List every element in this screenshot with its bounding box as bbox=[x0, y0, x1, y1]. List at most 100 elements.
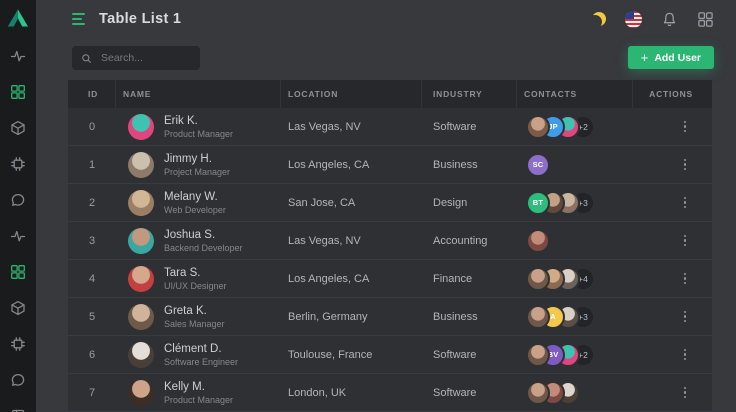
table-row[interactable]: 2 Melany W. Web Developer San Jose, CA D… bbox=[68, 184, 712, 222]
sidebar-item-cube-icon[interactable] bbox=[10, 300, 26, 316]
contacts-cluster: SC bbox=[517, 152, 633, 177]
row-id: 3 bbox=[89, 234, 96, 247]
search-input[interactable] bbox=[99, 51, 191, 65]
add-user-button[interactable]: + Add User bbox=[627, 46, 714, 69]
user-name: Greta K. bbox=[164, 304, 207, 317]
user-name: Joshua S. bbox=[164, 228, 216, 241]
dark-mode-moon-icon[interactable] bbox=[592, 12, 606, 26]
add-user-label: Add User bbox=[654, 51, 701, 64]
contacts-cluster: +4 bbox=[517, 266, 633, 291]
row-actions-menu-icon[interactable] bbox=[681, 346, 690, 364]
row-actions-menu-icon[interactable] bbox=[681, 118, 690, 136]
menu-toggle-icon[interactable] bbox=[72, 13, 85, 25]
row-industry: Accounting bbox=[433, 234, 488, 247]
table-row[interactable]: 5 Greta K. Sales Manager Berlin, Germany… bbox=[68, 298, 712, 336]
row-actions-cell bbox=[633, 232, 712, 250]
table-row[interactable]: 7 Kelly M. Product Manager London, UK So… bbox=[68, 374, 712, 412]
row-name-cell: Greta K. Sales Manager bbox=[116, 303, 281, 330]
row-id: 6 bbox=[89, 348, 96, 361]
row-actions-cell bbox=[633, 346, 712, 364]
user-avatar bbox=[128, 189, 154, 216]
sidebar-item-layout-icon[interactable] bbox=[10, 408, 26, 412]
row-actions-cell bbox=[633, 308, 712, 326]
row-name-cell: Melany W. Web Developer bbox=[116, 189, 281, 216]
language-us-flag-icon[interactable] bbox=[625, 10, 642, 28]
table-row[interactable]: 1 Jimmy H. Project Manager Los Angeles, … bbox=[68, 146, 712, 184]
sidebar-item-chat-icon[interactable] bbox=[10, 372, 26, 388]
row-location: Las Vegas, NV bbox=[288, 120, 361, 133]
sidebar-item-grid-icon[interactable] bbox=[10, 84, 26, 100]
users-table: ID NAME LOCATION INDUSTRY CONTACTS ACTIO… bbox=[68, 80, 712, 412]
header-actions bbox=[592, 10, 714, 28]
row-actions-menu-icon[interactable] bbox=[681, 308, 690, 326]
row-name-cell: Kelly M. Product Manager bbox=[116, 379, 281, 406]
notifications-bell-icon[interactable] bbox=[661, 11, 678, 28]
user-name: Erik K. bbox=[164, 114, 198, 127]
user-avatar bbox=[128, 379, 154, 406]
row-actions-menu-icon[interactable] bbox=[681, 384, 690, 402]
user-role: Project Manager bbox=[164, 166, 231, 177]
row-actions-menu-icon[interactable] bbox=[681, 270, 690, 288]
user-name: Tara S. bbox=[164, 266, 201, 279]
contacts-cluster: BV +2 bbox=[517, 342, 633, 367]
contact-avatar bbox=[526, 342, 550, 367]
sidebar-item-activity-icon[interactable] bbox=[10, 228, 26, 244]
row-actions-menu-icon[interactable] bbox=[681, 194, 690, 212]
user-avatar bbox=[128, 265, 154, 292]
user-avatar bbox=[128, 151, 154, 178]
row-location: Berlin, Germany bbox=[288, 310, 368, 323]
row-actions-menu-icon[interactable] bbox=[681, 156, 690, 174]
user-avatar bbox=[128, 113, 154, 140]
table-row[interactable]: 4 Tara S. UI/UX Designer Los Angeles, CA… bbox=[68, 260, 712, 298]
row-actions-cell bbox=[633, 194, 712, 212]
column-header-id: ID bbox=[68, 80, 116, 108]
sidebar-item-activity-icon[interactable] bbox=[10, 48, 26, 64]
sidebar-item-chip-icon[interactable] bbox=[10, 336, 26, 352]
contact-avatar: SC bbox=[526, 152, 550, 177]
row-id: 5 bbox=[89, 310, 96, 323]
contact-avatar bbox=[526, 380, 550, 405]
table-row[interactable]: 3 Joshua S. Backend Developer Las Vegas,… bbox=[68, 222, 712, 260]
row-location: Toulouse, France bbox=[288, 348, 373, 361]
contacts-cluster bbox=[517, 380, 633, 405]
row-location: Las Vegas, NV bbox=[288, 234, 361, 247]
user-role: UI/UX Designer bbox=[164, 280, 227, 291]
contact-avatar bbox=[526, 304, 550, 329]
sidebar-item-cube-icon[interactable] bbox=[10, 120, 26, 136]
row-location: Los Angeles, CA bbox=[288, 272, 370, 285]
sidebar-item-chat-icon[interactable] bbox=[10, 192, 26, 208]
contact-avatar: BT bbox=[526, 190, 550, 215]
contacts-cluster: BT +3 bbox=[517, 190, 633, 215]
page-title: Table List 1 bbox=[99, 11, 182, 27]
sidebar-item-chip-icon[interactable] bbox=[10, 156, 26, 172]
contact-avatar bbox=[526, 114, 550, 139]
row-id: 4 bbox=[89, 272, 96, 285]
row-actions-cell bbox=[633, 156, 712, 174]
user-avatar bbox=[128, 341, 154, 368]
sidebar bbox=[0, 0, 36, 412]
user-name: Melany W. bbox=[164, 190, 218, 203]
column-header-industry: INDUSTRY bbox=[422, 80, 517, 108]
sidebar-item-grid-icon[interactable] bbox=[10, 264, 26, 280]
row-actions-cell bbox=[633, 270, 712, 288]
row-actions-menu-icon[interactable] bbox=[681, 232, 690, 250]
table-row[interactable]: 6 Clément D. Software Engineer Toulouse,… bbox=[68, 336, 712, 374]
contacts-cluster bbox=[517, 228, 633, 253]
user-role: Product Manager bbox=[164, 394, 234, 405]
user-name: Clément D. bbox=[164, 342, 222, 355]
table-row[interactable]: 0 Erik K. Product Manager Las Vegas, NV … bbox=[68, 108, 712, 146]
top-header: Table List 1 bbox=[36, 0, 736, 38]
search-icon bbox=[82, 53, 92, 63]
row-industry: Business bbox=[433, 310, 478, 323]
row-actions-cell bbox=[633, 118, 712, 136]
user-role: Web Developer bbox=[164, 204, 226, 215]
row-location: London, UK bbox=[288, 386, 347, 399]
contacts-cluster: JP +2 bbox=[517, 114, 633, 139]
row-id: 1 bbox=[89, 158, 96, 171]
column-header-contacts: CONTACTS bbox=[517, 80, 633, 108]
row-industry: Business bbox=[433, 158, 478, 171]
user-name: Jimmy H. bbox=[164, 152, 212, 165]
apps-grid-icon[interactable] bbox=[697, 11, 714, 28]
row-id: 2 bbox=[89, 196, 96, 209]
